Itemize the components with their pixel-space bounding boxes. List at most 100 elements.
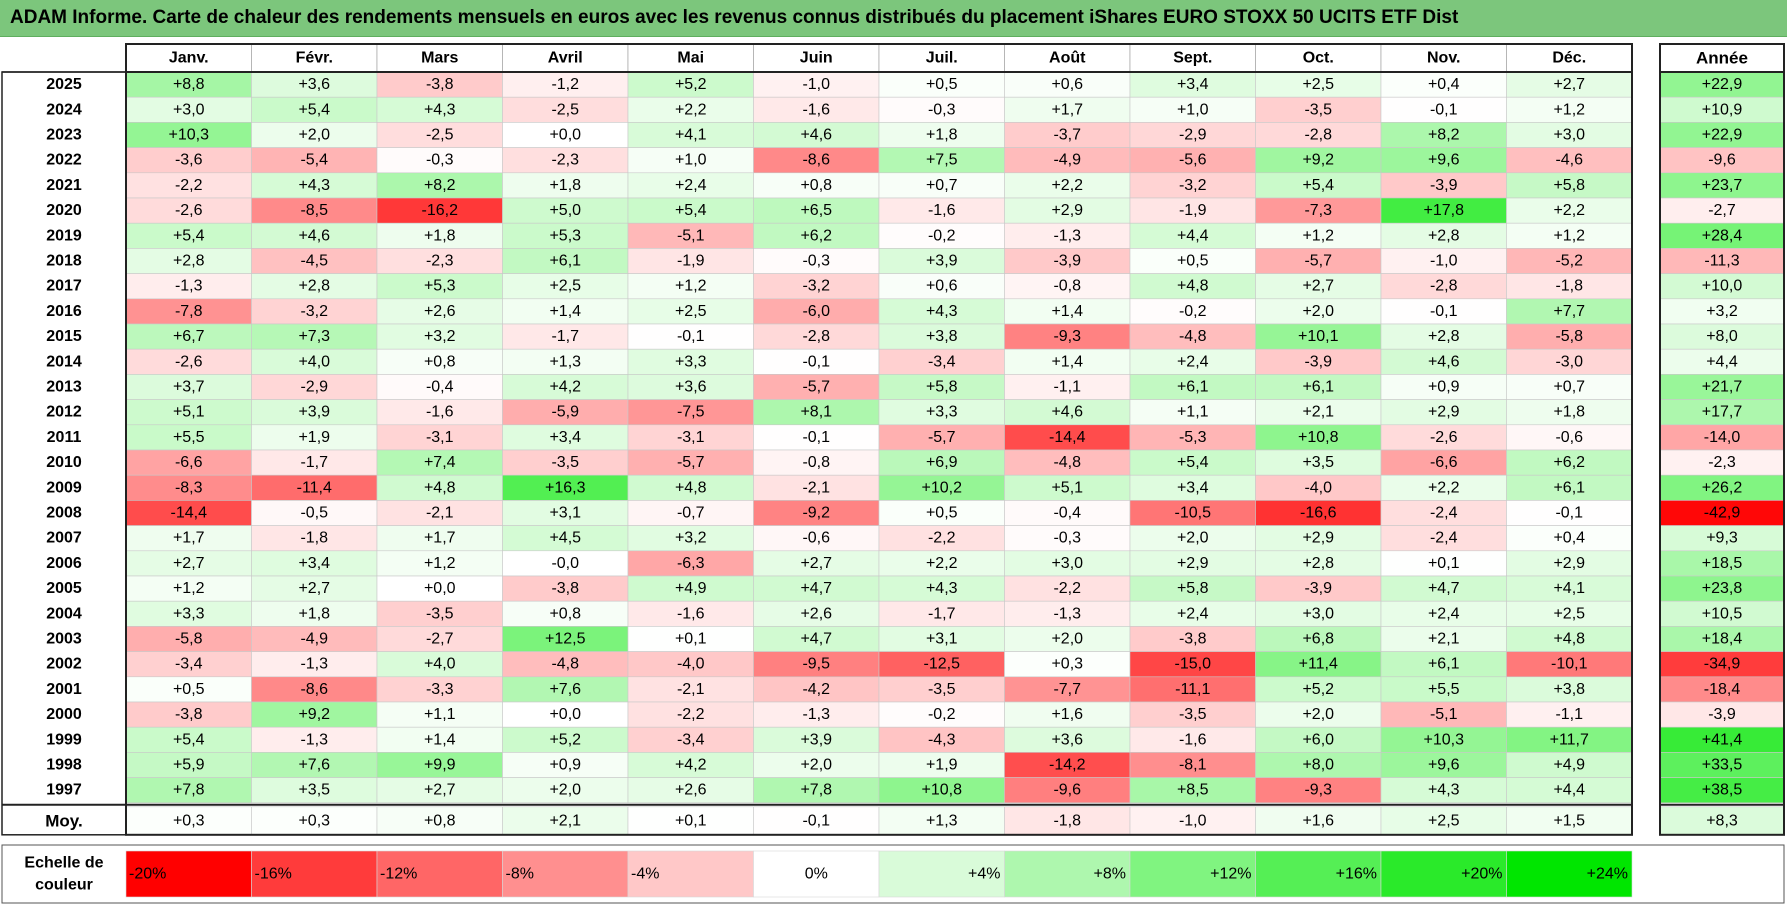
year-total-cell [1659, 777, 1785, 804]
heatmap-cell-value: -0,8 [1053, 278, 1081, 295]
heatmap-cell-value: +8,1 [800, 404, 832, 421]
heatmap-cell [376, 449, 503, 476]
heatmap-cell [1004, 449, 1131, 476]
heatmap-cell-value: +5,5 [1428, 681, 1460, 698]
heatmap-cell [627, 298, 754, 325]
heatmap-cell [502, 525, 629, 552]
heatmap-cell-value: +2,9 [1553, 555, 1585, 572]
heatmap-cell [627, 323, 754, 350]
heatmap-cell-value: +4,1 [1553, 580, 1585, 597]
color-scale-tick: -16% [255, 866, 292, 883]
color-scale-tick: +4% [968, 866, 1000, 883]
heatmap-cell-value: +1,7 [173, 530, 205, 547]
heatmap-cell [376, 197, 503, 224]
row-year-label: 2001 [46, 681, 82, 698]
heatmap-cell [627, 374, 754, 400]
heatmap-cell-value: +2,2 [926, 555, 958, 572]
heatmap-cell [1004, 726, 1131, 753]
heatmap-cell-value: +1,0 [675, 152, 707, 169]
heatmap-cell-value: +0,1 [675, 631, 707, 648]
heatmap-cell-value: +3,5 [298, 782, 330, 799]
heatmap-cell [376, 248, 503, 274]
heatmap-cell-value: +10,2 [922, 479, 963, 496]
heatmap-cell-value: -8,6 [802, 152, 830, 169]
heatmap-cell-value: -1,6 [426, 404, 454, 421]
heatmap-cell [1255, 626, 1382, 652]
heatmap-cell [1506, 399, 1633, 426]
heatmap-cell-value: +6,1 [1302, 379, 1334, 396]
heatmap-cell [1129, 726, 1256, 753]
heatmap-cell [1380, 71, 1507, 98]
heatmap-cell-value: +1,9 [926, 757, 958, 774]
heatmap-cell [1380, 147, 1507, 174]
heatmap-cell-value: +5,4 [173, 227, 205, 244]
heatmap-cell-value: -1,1 [1053, 379, 1081, 396]
heatmap-cell [1129, 248, 1256, 274]
heatmap-cell [1380, 374, 1507, 400]
heatmap-cell [251, 701, 378, 728]
heatmap-cell [878, 600, 1005, 627]
heatmap-cell [878, 122, 1005, 148]
heatmap-cell [1506, 273, 1633, 300]
heatmap-cell-value: -5,3 [1179, 429, 1207, 446]
heatmap-cell [627, 122, 754, 148]
heatmap-cell-value: -0,0 [551, 555, 579, 572]
row-year-label: 2004 [46, 605, 82, 622]
heatmap-cell-value: -10,1 [1551, 656, 1588, 673]
heatmap-cell [251, 676, 378, 703]
average-cell-value: +0,8 [424, 812, 456, 829]
year-total-value: +33,5 [1702, 757, 1743, 774]
heatmap-cell-value: +3,7 [173, 379, 205, 396]
heatmap-cell-value: +10,1 [1298, 328, 1339, 345]
heatmap-cell-value: -1,3 [300, 731, 328, 748]
heatmap-cell-value: +1,4 [1051, 303, 1083, 320]
row-year-label: 2012 [46, 404, 82, 421]
heatmap-cell [376, 71, 503, 98]
heatmap-cell-value: -2,8 [1430, 278, 1458, 295]
heatmap-cell [376, 424, 503, 451]
heatmap-cell [1380, 273, 1507, 300]
year-total-value: +26,2 [1702, 479, 1743, 496]
heatmap-cell-value: +2,1 [1428, 631, 1460, 648]
heatmap-cell-value: +4,2 [549, 379, 581, 396]
heatmap-cell-value: +1,2 [1553, 227, 1585, 244]
year-total-value: +22,9 [1702, 127, 1743, 144]
heatmap-cell [1255, 777, 1382, 804]
heatmap-cell-value: +6,5 [800, 202, 832, 219]
year-total-value: +8,0 [1706, 328, 1738, 345]
heatmap-cell-value: -14,4 [1049, 429, 1086, 446]
month-header: Mai [677, 50, 704, 67]
color-scale-swatch [1506, 850, 1633, 898]
heatmap-cell-value: -5,8 [1555, 328, 1583, 345]
color-scale-swatch [251, 850, 378, 898]
heatmap-cell [753, 248, 880, 274]
heatmap-cell [502, 323, 629, 350]
color-scale-tick: +24% [1587, 866, 1628, 883]
heatmap-cell [1506, 172, 1633, 199]
heatmap-cell-value: -6,6 [175, 454, 203, 471]
year-total-value: -11,3 [1704, 253, 1739, 270]
heatmap-cell-value: +0,8 [800, 177, 832, 194]
heatmap-cell-value: -7,7 [1053, 681, 1081, 698]
heatmap-cell [125, 348, 252, 375]
heatmap-cell [878, 424, 1005, 451]
heatmap-cell-value: -4,8 [551, 656, 579, 673]
heatmap-cell [753, 726, 880, 753]
heatmap-cell [1506, 474, 1633, 501]
heatmap-cell-value: +0,0 [424, 580, 456, 597]
month-header: Févr. [296, 50, 333, 67]
heatmap-cell-value: -1,8 [300, 530, 328, 547]
heatmap-cell-value: +4,7 [800, 580, 832, 597]
average-cell [753, 806, 880, 836]
heatmap-cell [125, 147, 252, 174]
heatmap-cell [1255, 726, 1382, 753]
heatmap-cell [251, 550, 378, 577]
heatmap-cell [1004, 323, 1131, 350]
heatmap-cell-value: +8,2 [424, 177, 456, 194]
row-year-label: 2018 [46, 253, 82, 270]
heatmap-cell [376, 626, 503, 652]
color-scale-tick: +20% [1461, 866, 1502, 883]
heatmap-cell-value: +3,8 [1553, 681, 1585, 698]
color-scale-label: Echelle de [24, 855, 103, 872]
heatmap-cell-value: -4,2 [802, 681, 830, 698]
